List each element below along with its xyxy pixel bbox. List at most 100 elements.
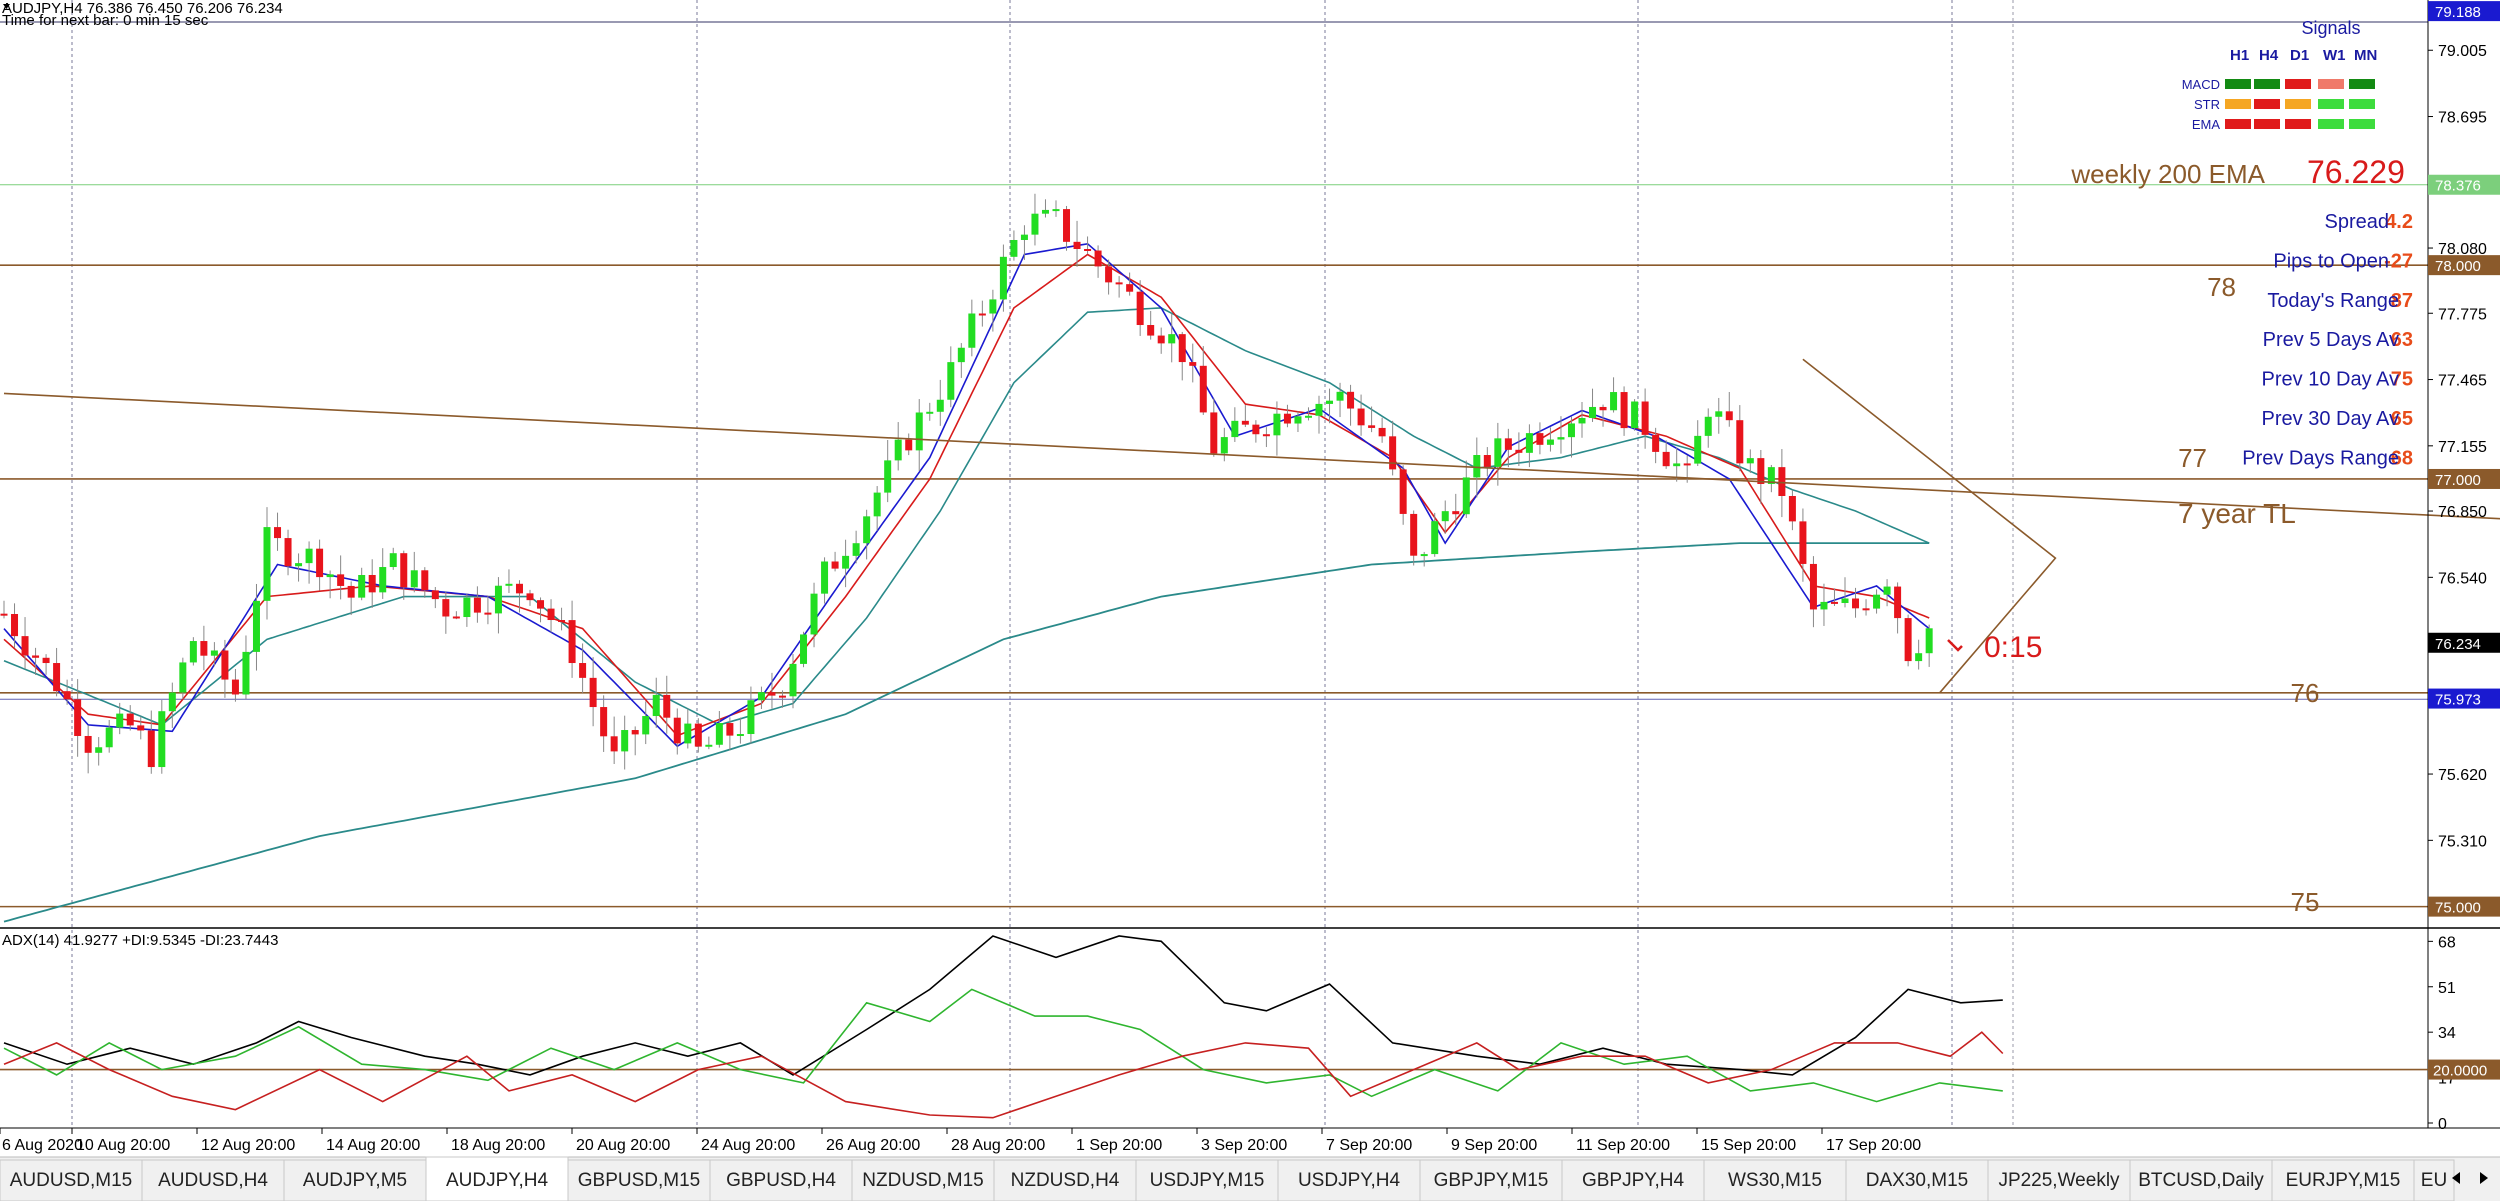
chart-tab[interactable] <box>2413 1159 2455 1201</box>
chart-tab-label: JP225,Weekly <box>1998 1170 2120 1191</box>
price-tag <box>2428 896 2500 917</box>
adx-level-tag-label: 20.0000 <box>2433 1063 2487 1080</box>
chart-tab[interactable] <box>709 1159 853 1201</box>
price-axis[interactable]: 79.005 78.695 78.080 77.775 77.465 77.155 76.8… <box>2428 1 2500 917</box>
signal-cell <box>2225 79 2251 89</box>
candle-body <box>1641 401 1649 435</box>
candle-body <box>863 516 871 544</box>
chart-tab[interactable] <box>2129 1159 2273 1201</box>
chart-tab[interactable] <box>283 1159 427 1201</box>
stat-value: 68 <box>2391 447 2413 469</box>
level-label-77: 77 <box>2178 443 2207 473</box>
time-tick-label: 24 Aug 20:00 <box>701 1137 795 1154</box>
candlesticks <box>0 193 1933 774</box>
scroll-left-icon[interactable] <box>2452 1172 2460 1184</box>
adx-axis: 68513417020.0000 <box>2428 934 2500 1133</box>
chart-tab[interactable] <box>1419 1159 1563 1201</box>
chart-tab-label: GBPUSD,H4 <box>726 1170 836 1191</box>
candle-body <box>842 555 850 569</box>
level-label-76: 76 <box>2291 678 2320 708</box>
chart-tab[interactable] <box>851 1159 995 1201</box>
candle-body <box>1231 420 1239 438</box>
candle-body <box>1841 598 1849 604</box>
chart-tab[interactable] <box>425 1156 569 1201</box>
candle-body <box>1147 325 1155 336</box>
seven-year-trendline <box>3 392 2500 520</box>
chart-tab-bar: AUDUSD,M15 AUDUSD,H4 AUDJPY,M5 AUDJPY,H4 GBP… <box>0 1156 2500 1201</box>
chart-tab[interactable] <box>2271 1159 2415 1201</box>
chart-tab[interactable] <box>0 1159 143 1201</box>
candle-body <box>137 725 145 731</box>
adx-series <box>3 935 2004 1119</box>
ema-line <box>3 253 1930 737</box>
price-tag-label: 78.000 <box>2435 258 2481 275</box>
signal-cell <box>2225 99 2251 109</box>
candle-body <box>263 527 271 601</box>
candle-body <box>715 723 723 745</box>
chart-tab-label: NZDUSD,H4 <box>1011 1170 1120 1191</box>
time-tick-label: 7 Sep 20:00 <box>1326 1137 1412 1154</box>
candle-body <box>1094 250 1102 267</box>
chart-tab-label: GBPJPY,M15 <box>1434 1170 1549 1191</box>
candle-body <box>1925 628 1933 654</box>
adx-tick-label: 51 <box>2438 980 2456 997</box>
candle-body <box>884 460 892 493</box>
price-tick-label: 76.850 <box>2438 504 2487 521</box>
stat-value: 75 <box>2391 369 2413 391</box>
time-tick-label: 12 Aug 20:00 <box>201 1137 295 1154</box>
candle-body <box>1241 420 1249 425</box>
candle-body <box>1210 412 1218 454</box>
candle-body <box>1368 425 1376 428</box>
candle-body <box>1347 391 1355 409</box>
ema-line <box>3 542 1930 923</box>
chart-tab[interactable] <box>1845 1159 1989 1201</box>
chart-tab[interactable] <box>993 1159 1137 1201</box>
candle-body <box>147 730 155 768</box>
candle-body <box>673 717 681 744</box>
price-chart[interactable] <box>0 0 2500 1129</box>
dropdown-arrow-icon[interactable] <box>3 4 10 9</box>
chart-tab-label: USDJPY,H4 <box>1298 1170 1401 1191</box>
vertical-gridlines <box>71 0 2014 1128</box>
candle-body <box>1883 586 1891 595</box>
candle-body <box>905 439 913 451</box>
chart-tab[interactable] <box>1277 1159 1421 1201</box>
price-tick-label: 78.080 <box>2438 241 2487 258</box>
candle-body <box>242 651 250 695</box>
candle-body <box>515 583 523 594</box>
chart-tab[interactable] <box>1135 1159 1279 1201</box>
candle-body <box>1052 209 1060 212</box>
candle-body <box>368 574 376 593</box>
signals-title: Signals <box>2301 18 2360 38</box>
candle-body <box>936 399 944 412</box>
chart-tab[interactable] <box>1561 1159 1705 1201</box>
candle-body <box>852 543 860 556</box>
candle-body <box>1136 291 1144 326</box>
scroll-right-icon[interactable] <box>2480 1172 2488 1184</box>
candle-body <box>989 299 997 314</box>
candle-body <box>1399 469 1407 514</box>
candle-body <box>84 735 92 753</box>
candle-body <box>1736 420 1744 464</box>
signal-cell <box>2254 119 2280 129</box>
drawn-trendlines[interactable] <box>3 358 2500 694</box>
signal-column-label: MN <box>2354 47 2377 64</box>
chart-tab-label: AUDJPY,H4 <box>446 1170 549 1191</box>
horizontal-levels <box>0 184 2428 908</box>
chart-tab-label: BTCUSD,Daily <box>2138 1170 2264 1191</box>
chart-tab[interactable] <box>1987 1159 2131 1201</box>
chart-tab[interactable] <box>567 1159 711 1201</box>
signal-cell <box>2318 99 2344 109</box>
candle-body <box>473 597 481 613</box>
time-tick-label: 14 Aug 20:00 <box>326 1137 420 1154</box>
candle-body <box>494 585 502 614</box>
chart-tab[interactable] <box>141 1159 285 1201</box>
ema-line <box>3 242 1930 748</box>
chart-tab[interactable] <box>1703 1159 1847 1201</box>
candle-body <box>757 692 765 701</box>
adx-indicator-panel[interactable]: 68513417020.0000 <box>0 934 2500 1133</box>
candle-body <box>1525 433 1533 453</box>
candle-body <box>1704 416 1712 436</box>
candle-body <box>768 692 776 696</box>
signal-cell <box>2225 119 2251 129</box>
